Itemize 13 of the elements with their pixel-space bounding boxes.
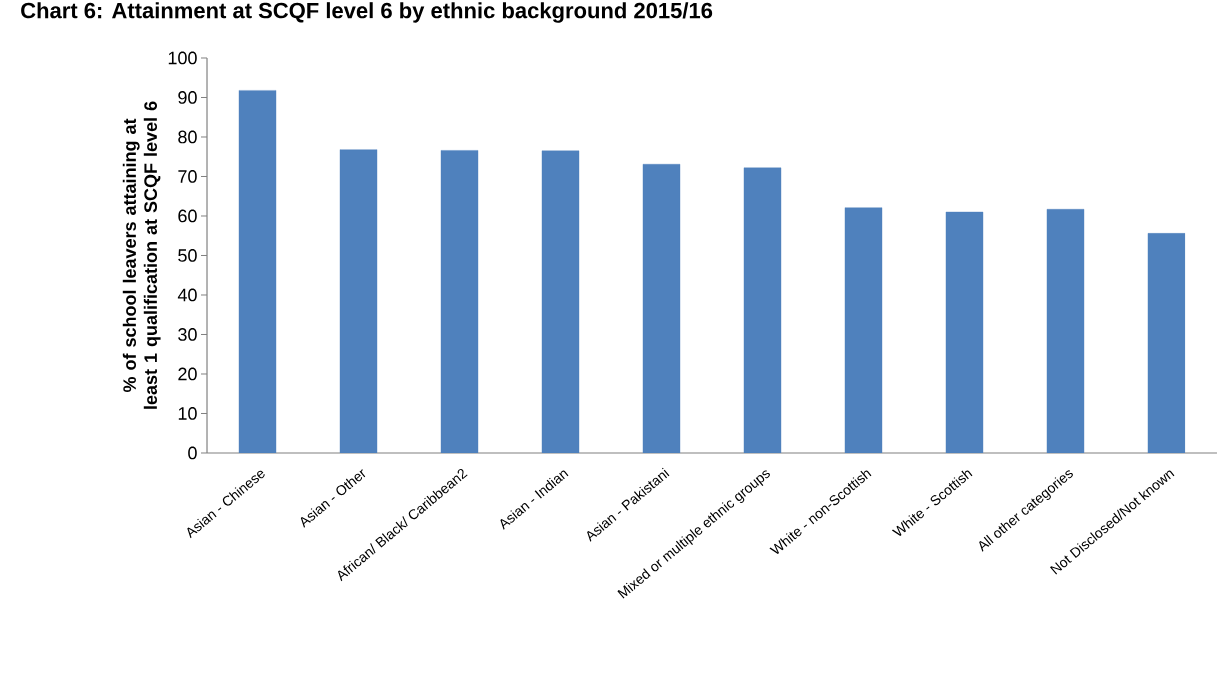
y-axis-title: % of school leavers attaining at least 1 qualification at SCQF level 6 xyxy=(122,101,161,409)
y-tick-label: 30 xyxy=(178,328,197,341)
y-tick-label: 0 xyxy=(188,446,197,460)
y-tick-label: 20 xyxy=(178,367,197,381)
y-tick-label: 100 xyxy=(168,51,197,65)
y-tick-label: 80 xyxy=(178,130,197,144)
chart-title: Chart 6: Attainment at SCQF level 6 by ethnic background 2015/16 xyxy=(21,2,713,23)
y-tick-label: 70 xyxy=(178,170,197,183)
y-tick-label: 40 xyxy=(177,288,197,302)
y-tick-label: 10 xyxy=(178,407,197,420)
y-tick-label: 90 xyxy=(178,91,197,104)
y-tick-label: 50 xyxy=(178,249,197,262)
y-tick-label: 60 xyxy=(178,209,197,223)
